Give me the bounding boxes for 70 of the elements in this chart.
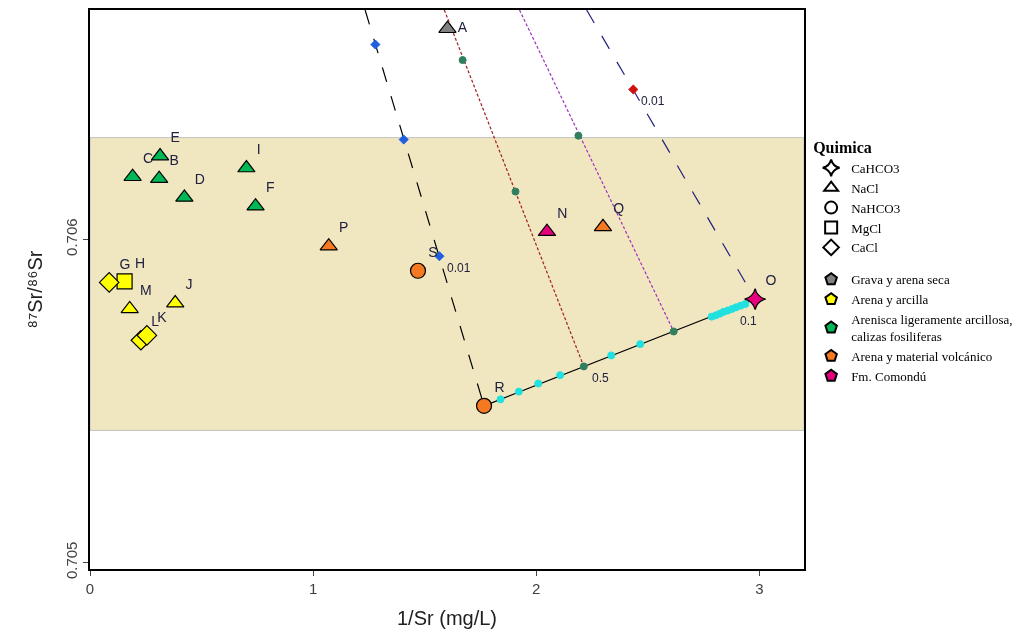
- legend-label: NaCl: [851, 180, 879, 196]
- point: [496, 395, 505, 404]
- data-label: O: [765, 272, 777, 289]
- legend-label: Arena y arcilla: [851, 292, 929, 308]
- point: [534, 379, 543, 388]
- point: [593, 218, 613, 232]
- data-label: D: [194, 170, 205, 187]
- point: [514, 387, 523, 396]
- data-label: P: [339, 219, 349, 236]
- point: [669, 327, 678, 336]
- legend-title: Quimica: [813, 138, 872, 156]
- data-label: M: [140, 282, 152, 299]
- point: [237, 159, 256, 173]
- point: [511, 187, 520, 196]
- point: [537, 223, 557, 237]
- data-label: A: [457, 19, 468, 36]
- x-tick-label: 0: [85, 579, 95, 597]
- data-label: H: [134, 254, 146, 271]
- data-label: K: [157, 308, 168, 325]
- data-label: E: [170, 129, 180, 146]
- x-tick-label: 3: [755, 579, 764, 597]
- legend-label: CaCl: [851, 240, 879, 256]
- point: [149, 170, 169, 184]
- legend-label: Arenisca ligeramente arcillosa, calizas fosiliferas: [851, 312, 1013, 345]
- x-axis-title: 1/Sr (mg/L): [396, 606, 498, 629]
- point: [741, 300, 750, 309]
- legend-label: MgCl: [851, 220, 882, 236]
- point: [438, 20, 457, 34]
- annotation: 0.5: [592, 371, 610, 385]
- point: [120, 300, 139, 314]
- point: [574, 131, 583, 140]
- data-label: C: [142, 149, 154, 166]
- legend-label: Arena y material volcánico: [851, 348, 993, 364]
- point: [116, 273, 133, 290]
- legend-label: Fm. Comondú: [851, 368, 927, 384]
- point: [579, 362, 588, 371]
- data-label: Q: [613, 199, 625, 216]
- annotation: 0.01: [641, 94, 665, 108]
- point: [475, 397, 493, 414]
- point: [370, 39, 381, 50]
- annotation: 0.01: [447, 261, 471, 275]
- data-label: S: [428, 243, 438, 260]
- x-tick-label: 1: [308, 579, 318, 597]
- data-label: R: [494, 378, 505, 395]
- x-tick-label: 2: [532, 579, 541, 597]
- legend-label: NaHCO3: [851, 200, 901, 216]
- data-label: N: [557, 204, 568, 221]
- data-label: B: [169, 151, 179, 168]
- point: [165, 294, 185, 308]
- annotation: 0.1: [740, 314, 758, 328]
- point: [744, 288, 767, 311]
- y-tick-label: 0.705: [63, 541, 81, 580]
- point: [628, 84, 639, 95]
- point: [123, 168, 142, 182]
- legend-label: CaHCO3: [851, 160, 900, 176]
- data-label: I: [256, 141, 261, 158]
- data-label: J: [185, 276, 193, 293]
- legend-label: Grava y arena seca: [851, 272, 950, 288]
- point: [409, 262, 427, 279]
- point: [636, 340, 645, 349]
- point: [458, 56, 467, 65]
- y-axis-title: ⁸⁷Sr/⁸⁶Sr: [24, 250, 47, 329]
- point: [98, 272, 120, 293]
- point: [136, 325, 158, 346]
- point: [398, 134, 409, 145]
- y-tick-label: 0.706: [63, 218, 81, 256]
- point: [607, 351, 616, 360]
- point: [556, 371, 565, 380]
- data-label: F: [265, 179, 275, 196]
- data-label: G: [119, 255, 131, 272]
